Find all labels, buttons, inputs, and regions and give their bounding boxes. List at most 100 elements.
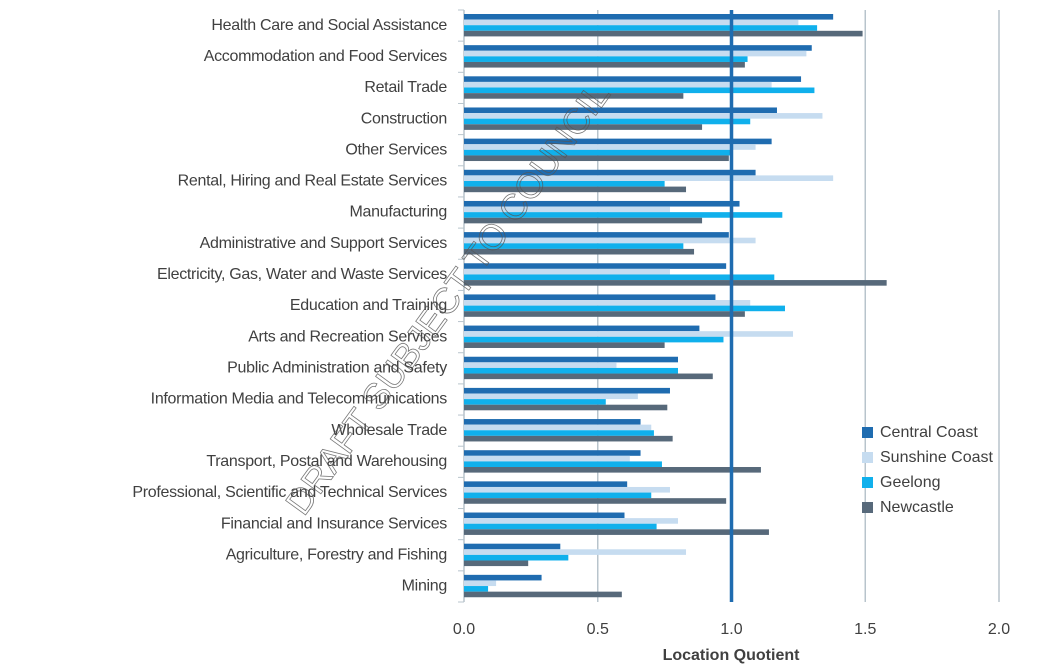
bar	[464, 492, 652, 499]
y-tick-label: Transport, Postal and Warehousing	[206, 453, 447, 470]
bar	[464, 586, 489, 592]
bar	[464, 248, 695, 255]
y-tick-label: Education and Training	[290, 297, 447, 314]
bar	[464, 61, 745, 68]
y-tick-label: Administrative and Support Services	[200, 235, 448, 252]
bar	[464, 574, 542, 581]
bar	[464, 45, 812, 51]
bar	[464, 549, 687, 555]
bar	[464, 19, 799, 26]
y-tick-label: Public Administration and Safety	[227, 360, 447, 377]
bar	[464, 217, 703, 224]
bar	[464, 325, 700, 332]
bar	[464, 461, 662, 468]
bar	[464, 305, 785, 312]
bar	[464, 206, 670, 213]
bar	[464, 419, 641, 425]
y-tick-label: Manufacturing	[350, 204, 448, 221]
y-tick-label: Mining	[402, 578, 447, 595]
bar	[464, 155, 729, 162]
bar	[464, 455, 630, 462]
bar	[464, 25, 818, 31]
bar	[464, 424, 652, 431]
bar	[464, 560, 529, 567]
y-tick-label: Retail Trade	[364, 79, 447, 96]
bar	[464, 169, 756, 176]
y-tick-label: Other Services	[345, 141, 447, 158]
bar	[464, 186, 687, 193]
y-tick-label: Information Media and Telecommunications	[151, 391, 448, 408]
bar	[464, 274, 775, 281]
bar	[464, 87, 815, 94]
bar	[464, 268, 670, 275]
bar	[464, 481, 628, 487]
bar	[464, 175, 834, 181]
bar	[464, 529, 769, 535]
legend-swatch	[862, 502, 873, 513]
bar	[464, 180, 665, 187]
bar	[464, 591, 622, 598]
bar	[464, 81, 772, 88]
bar	[464, 263, 727, 269]
y-tick-label: Wholesale Trade	[331, 422, 447, 439]
bar	[464, 518, 678, 524]
bar	[464, 467, 761, 473]
x-tick-label: 0.0	[453, 621, 475, 638]
legend-label: Geelong	[880, 474, 941, 491]
y-tick-label: Rental, Hiring and Real Estate Services	[178, 173, 448, 190]
bar	[464, 435, 673, 442]
y-tick-label: Professional, Scientific and Technical S…	[132, 484, 447, 501]
y-tick-label: Agriculture, Forestry and Fishing	[226, 546, 447, 563]
bar	[464, 124, 703, 130]
bar	[464, 14, 834, 20]
bar	[464, 300, 751, 306]
bar	[464, 399, 606, 405]
bar	[464, 30, 863, 37]
bar	[464, 212, 783, 218]
bar	[464, 450, 641, 456]
legend-label: Central Coast	[880, 424, 978, 441]
bar	[464, 118, 751, 125]
bar	[464, 356, 678, 363]
y-tick-label: Health Care and Social Assistance	[211, 17, 447, 34]
bar	[464, 430, 654, 436]
bar	[464, 294, 716, 301]
bar	[464, 149, 732, 156]
bar	[464, 498, 727, 504]
bar	[464, 144, 756, 150]
bar	[464, 543, 561, 550]
bar	[464, 138, 772, 145]
bar	[464, 362, 617, 368]
x-axis-label: Location Quotient	[663, 647, 801, 664]
legend-label: Newcastle	[880, 499, 954, 516]
bar	[464, 404, 668, 411]
bar	[464, 93, 684, 99]
legend-swatch	[862, 452, 873, 463]
x-tick-label: 2.0	[988, 621, 1010, 638]
bar	[464, 56, 748, 62]
y-tick-label: Electricity, Gas, Water and Waste Servic…	[157, 266, 447, 283]
bar	[464, 486, 670, 493]
bar	[464, 50, 807, 57]
x-tick-label: 1.0	[720, 621, 742, 638]
y-tick-label: Construction	[361, 110, 447, 127]
bar	[464, 387, 670, 394]
legend-label: Sunshine Coast	[880, 449, 994, 466]
bar	[464, 280, 887, 286]
bar	[464, 367, 678, 374]
bar	[464, 107, 777, 114]
bar	[464, 512, 625, 519]
legend-swatch	[862, 427, 873, 438]
bar	[464, 336, 724, 343]
y-tick-label: Arts and Recreation Services	[248, 328, 447, 345]
bar	[464, 237, 756, 244]
bar	[464, 373, 713, 380]
bar	[464, 311, 745, 317]
bar	[464, 580, 497, 587]
bar	[464, 113, 823, 119]
legend-swatch	[862, 477, 873, 488]
x-tick-label: 1.5	[854, 621, 876, 638]
bar	[464, 331, 794, 337]
bar	[464, 243, 684, 249]
